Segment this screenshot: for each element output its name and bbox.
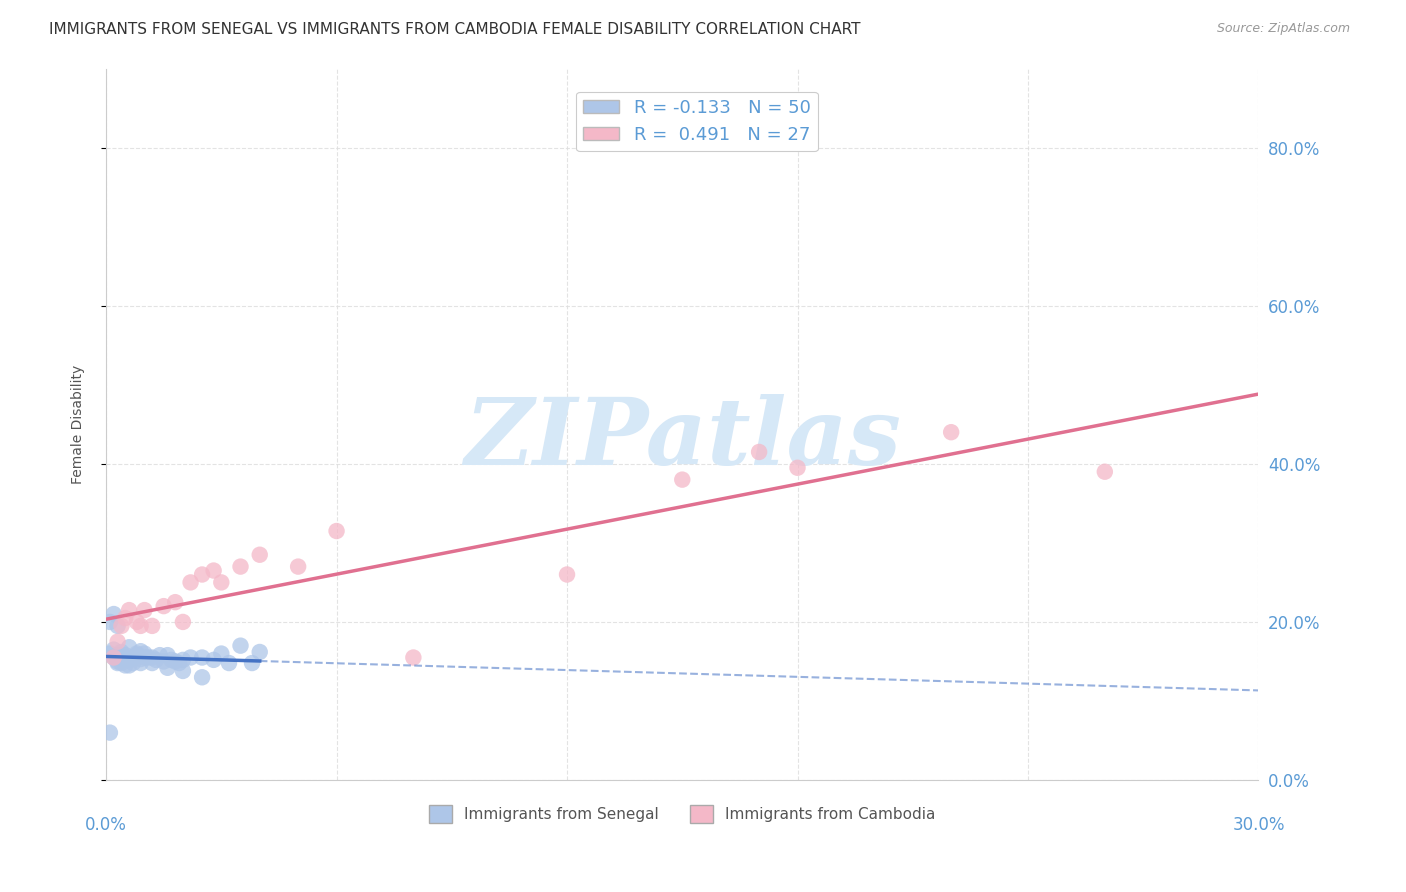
Point (141, 650, 163, 665)
Point (134, 603, 156, 617)
Point (114, 648, 136, 662)
Text: Source: ZipAtlas.com: Source: ZipAtlas.com (1216, 22, 1350, 36)
Point (172, 653, 194, 667)
Point (103, 642, 125, 657)
Point (125, 647, 148, 661)
Point (134, 647, 156, 661)
Point (402, 650, 425, 665)
Point (125, 648, 148, 662)
Text: ZIPatlas: ZIPatlas (464, 393, 901, 483)
Point (325, 524, 347, 538)
Point (202, 653, 225, 667)
Point (941, 425, 963, 440)
Point (156, 648, 179, 662)
Point (118, 658, 141, 673)
Point (107, 655, 129, 669)
Point (191, 650, 214, 665)
Point (107, 619, 129, 633)
Point (141, 656, 163, 670)
Point (209, 647, 232, 661)
Point (172, 664, 194, 678)
Point (110, 619, 132, 633)
Text: 0.0%: 0.0% (86, 815, 127, 834)
Point (129, 656, 152, 670)
Point (229, 559, 252, 574)
Point (107, 648, 129, 662)
Point (107, 656, 129, 670)
Point (786, 460, 808, 475)
Point (125, 615, 148, 629)
Text: IMMIGRANTS FROM SENEGAL VS IMMIGRANTS FROM CAMBODIA FEMALE DISABILITY CORRELATIO: IMMIGRANTS FROM SENEGAL VS IMMIGRANTS FR… (49, 22, 860, 37)
Point (180, 575, 202, 590)
Point (122, 650, 145, 665)
Point (229, 639, 252, 653)
Point (172, 615, 194, 629)
Point (160, 653, 183, 667)
Point (149, 648, 172, 662)
Point (240, 656, 263, 670)
Point (141, 619, 163, 633)
Point (118, 603, 141, 617)
Point (118, 640, 141, 655)
Point (145, 653, 167, 667)
Point (129, 619, 152, 633)
Point (191, 670, 214, 684)
Point (156, 661, 179, 675)
Legend: Immigrants from Senegal, Immigrants from Cambodia: Immigrants from Senegal, Immigrants from… (423, 798, 942, 830)
Point (748, 445, 770, 459)
Point (202, 564, 225, 578)
Point (165, 655, 187, 669)
Point (249, 548, 271, 562)
Y-axis label: Female Disability: Female Disability (72, 365, 86, 484)
Point (103, 607, 125, 621)
Point (103, 650, 125, 665)
Point (110, 656, 132, 670)
Point (98, 615, 121, 629)
Point (129, 644, 152, 658)
Point (287, 559, 309, 574)
Point (218, 656, 240, 670)
Point (191, 567, 214, 582)
Point (180, 650, 202, 665)
Point (114, 650, 136, 665)
Point (114, 611, 136, 625)
Point (122, 656, 145, 670)
Point (129, 652, 152, 666)
Point (249, 645, 271, 659)
Point (167, 656, 190, 670)
Point (98, 725, 121, 739)
Point (110, 650, 132, 665)
Point (152, 599, 174, 614)
Text: 30.0%: 30.0% (1232, 815, 1285, 834)
Point (136, 650, 159, 665)
Point (107, 634, 129, 648)
Point (103, 650, 125, 665)
Point (114, 658, 136, 673)
Point (118, 653, 141, 667)
Point (555, 567, 578, 582)
Point (110, 645, 132, 659)
Point (671, 473, 693, 487)
Point (209, 575, 232, 590)
Point (152, 655, 174, 669)
Point (1094, 465, 1116, 479)
Point (98, 647, 121, 661)
Point (134, 650, 156, 665)
Point (165, 595, 187, 609)
